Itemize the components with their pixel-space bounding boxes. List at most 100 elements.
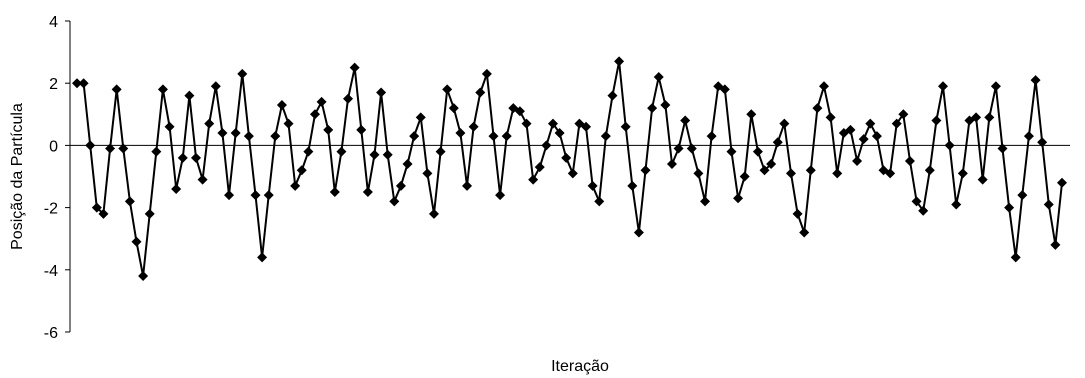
data-point [865, 118, 876, 129]
data-point [329, 187, 340, 198]
data-point [567, 168, 578, 179]
data-point [534, 162, 545, 173]
y-tick-label: 4 [49, 14, 58, 31]
data-point [336, 146, 347, 157]
data-point [488, 131, 499, 142]
data-point [105, 143, 116, 154]
series-line [77, 60, 1063, 277]
data-point [845, 124, 856, 135]
data-point [904, 155, 915, 166]
data-point [1010, 252, 1021, 263]
y-ticks: 4 2 0 -2 -4 -6 [44, 14, 70, 342]
data-point [620, 121, 631, 132]
data-point [362, 187, 373, 198]
data-point [422, 168, 433, 179]
data-point [204, 118, 215, 129]
data-point [349, 62, 360, 73]
data-point [190, 152, 201, 163]
data-point [448, 103, 459, 114]
data-point [924, 165, 935, 176]
data-point [984, 112, 995, 123]
data-point [243, 131, 254, 142]
data-point [891, 118, 902, 129]
data-point [395, 180, 406, 191]
data-point [825, 112, 836, 123]
data-point [481, 68, 492, 79]
data-point [184, 90, 195, 101]
data-point [792, 208, 803, 219]
data-point [627, 180, 638, 191]
data-point [885, 168, 896, 179]
data-point [210, 81, 221, 92]
data-point [858, 134, 869, 145]
data-point [501, 131, 512, 142]
data-point [72, 78, 82, 89]
data-point [706, 131, 717, 142]
data-point [521, 118, 532, 129]
data-point [1030, 75, 1041, 86]
data-point [938, 81, 949, 92]
data-point [1004, 202, 1015, 213]
data-point [812, 103, 823, 114]
data-point [1050, 239, 1061, 250]
data-point [541, 140, 552, 151]
data-point [78, 78, 89, 89]
data-point [164, 121, 175, 132]
data-point [898, 109, 909, 120]
data-point [759, 165, 770, 176]
data-point [428, 208, 439, 219]
data-point [217, 127, 228, 138]
data-point [951, 199, 962, 210]
data-point [547, 118, 558, 129]
data-point [977, 174, 988, 185]
data-point [594, 196, 605, 207]
data-point [157, 84, 168, 95]
data-point [343, 93, 354, 104]
data-point [85, 140, 96, 151]
data-point [356, 124, 367, 135]
data-point [944, 140, 955, 151]
data-point [957, 168, 968, 179]
data-point [693, 168, 704, 179]
data-point [316, 96, 327, 107]
data-point [739, 171, 750, 182]
data-point [640, 165, 651, 176]
data-point [250, 190, 261, 201]
data-point [124, 196, 135, 207]
data-point [673, 143, 684, 154]
data-point [409, 131, 420, 142]
data-point [1017, 190, 1028, 201]
data-point [111, 84, 122, 95]
data-point [931, 115, 942, 126]
data-point [752, 146, 763, 157]
data-point [871, 131, 882, 142]
data-point [376, 87, 387, 98]
data-point [1037, 137, 1048, 148]
data-point [369, 149, 380, 160]
data-point [574, 118, 585, 129]
data-point [766, 159, 777, 170]
x-axis-title: Iteração [551, 358, 609, 375]
data-point [177, 152, 188, 163]
y-tick-label: 0 [49, 138, 58, 155]
data-point [680, 115, 691, 126]
data-point [666, 159, 677, 170]
data-point [614, 56, 625, 67]
data-point [237, 68, 248, 79]
data-point [131, 236, 142, 247]
data-point [230, 127, 241, 138]
data-point [805, 165, 816, 176]
data-point [660, 99, 671, 110]
data-point [91, 202, 102, 213]
data-point [647, 103, 658, 114]
data-point [799, 227, 810, 238]
data-point [700, 196, 711, 207]
data-point [990, 81, 1001, 92]
data-point [653, 71, 664, 82]
y-tick-label: -6 [44, 325, 58, 342]
data-point [746, 109, 757, 120]
data-point [442, 84, 453, 95]
data-point [415, 112, 426, 123]
data-point [468, 121, 479, 132]
